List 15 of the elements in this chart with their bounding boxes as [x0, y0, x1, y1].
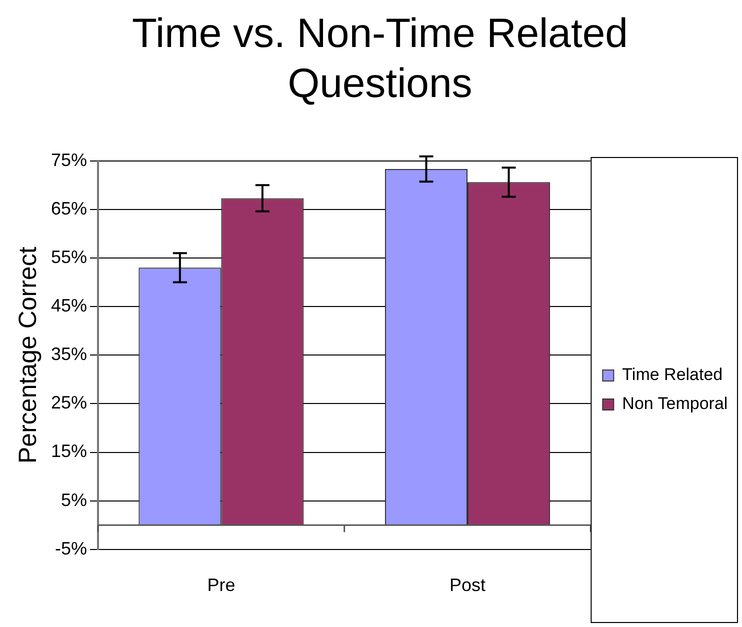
y-tick-label: 35% — [50, 344, 88, 364]
y-axis-title: Percentage Correct — [14, 246, 42, 464]
y-tick-label: 15% — [50, 441, 88, 462]
x-tick-label: Pre — [207, 575, 236, 596]
y-tick-label: 65% — [50, 198, 88, 218]
chart-title: Time vs. Non-Time Related Questions — [131, 9, 629, 108]
y-tick-label: 75% — [50, 150, 88, 170]
y-tick-label: 45% — [50, 295, 88, 316]
y-tick-label: 55% — [50, 246, 88, 267]
y-tick-label: 25% — [50, 392, 88, 413]
y-tick-label: 5% — [61, 490, 88, 510]
legend-label: Non Temporal — [622, 394, 728, 414]
x-tick-label: Post — [449, 575, 486, 596]
legend-label: Time Related — [622, 365, 723, 384]
y-tick-label: -5% — [55, 538, 88, 558]
